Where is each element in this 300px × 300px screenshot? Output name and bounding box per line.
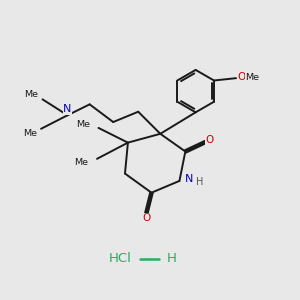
Text: Me: Me [245, 73, 259, 82]
Text: H: H [167, 252, 177, 266]
Text: O: O [142, 213, 150, 223]
Text: O: O [237, 72, 245, 82]
Text: Me: Me [22, 129, 37, 138]
Text: Me: Me [74, 158, 88, 167]
Text: Me: Me [76, 120, 90, 129]
Text: N: N [185, 174, 193, 184]
Text: O: O [206, 135, 214, 145]
Text: Me: Me [24, 90, 38, 99]
Text: H: H [196, 177, 203, 188]
Text: HCl: HCl [109, 252, 132, 266]
Text: N: N [63, 104, 72, 114]
